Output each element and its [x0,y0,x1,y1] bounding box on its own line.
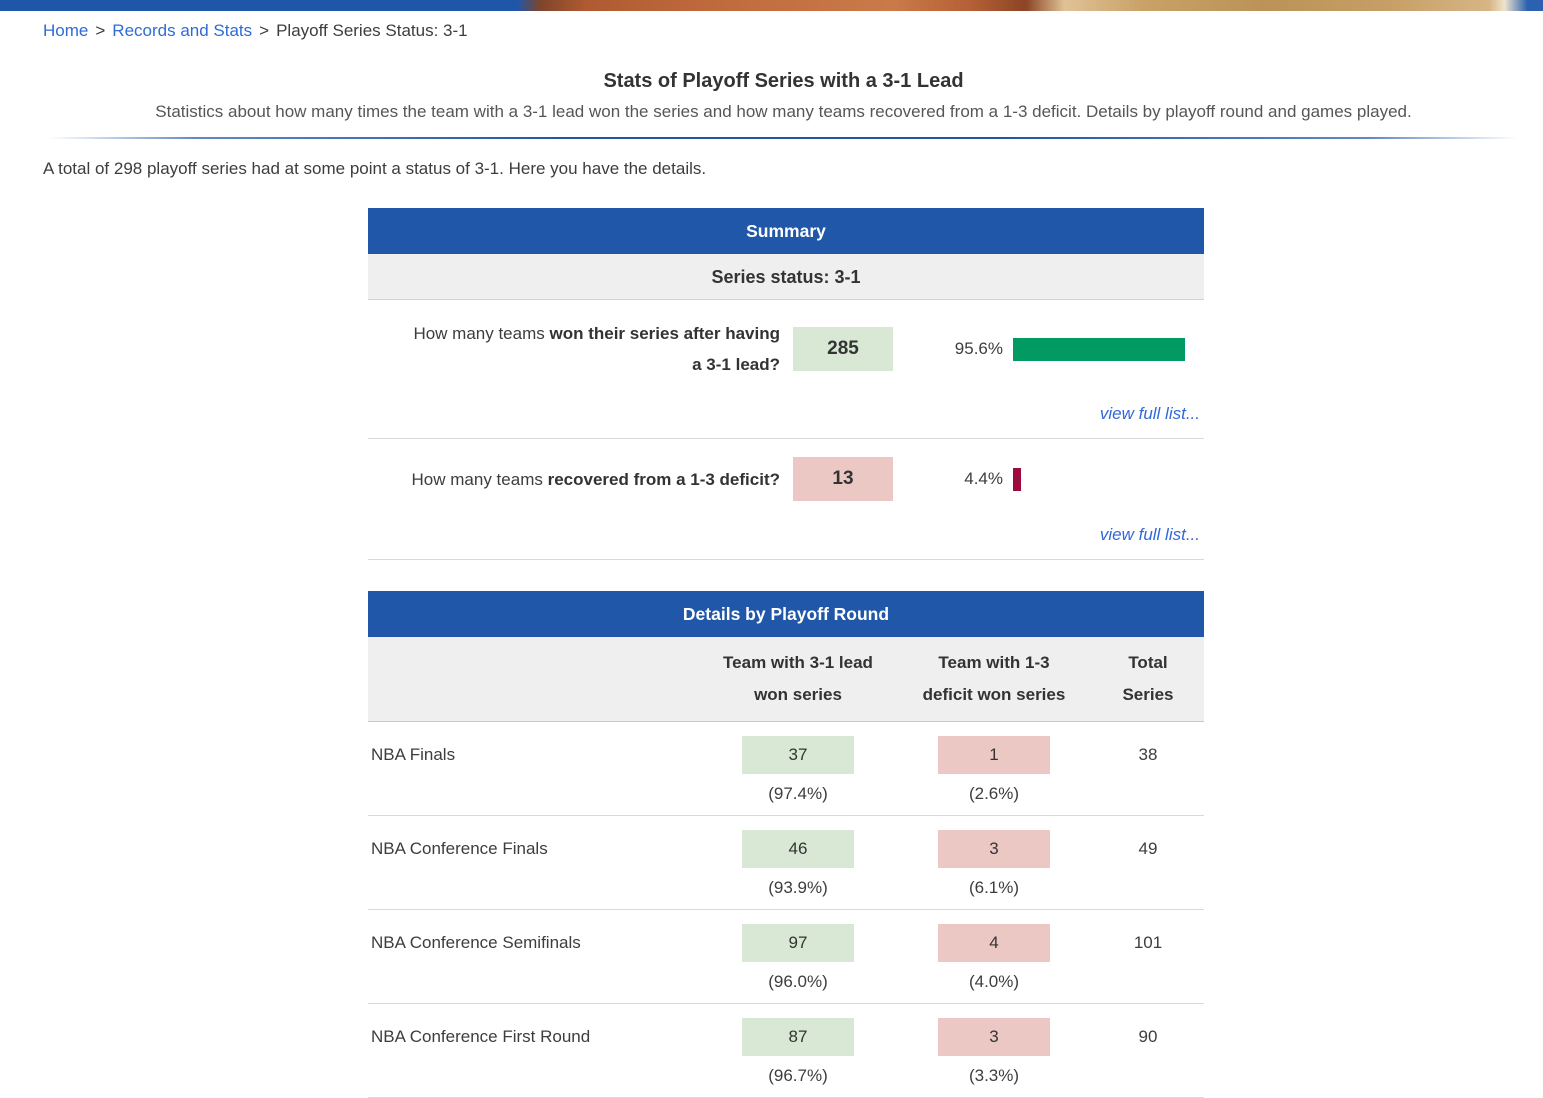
summary-row-won-series: How many teams won their series after ha… [368,300,1204,439]
summary-question-recovered-bold: recovered from a 1-3 deficit? [547,469,780,489]
breadcrumb: Home > Records and Stats > Playoff Series St… [43,19,1524,43]
won-count: 46 [742,830,854,868]
view-full-list-link-recovered[interactable]: view full list... [1099,525,1200,544]
won-percent: (96.0%) [768,972,828,991]
won-percent: (97.4%) [768,784,828,803]
table-row-conference-first-round: NBA Conference First Round 87 (96.7%) 3 … [368,1004,1204,1098]
page-title: Stats of Playoff Series with a 3-1 Lead [603,70,964,92]
lost-cell: 3 (6.1%) [896,830,1092,899]
breadcrumb-link-records-and-stats[interactable]: Records and Stats [112,21,253,40]
column-header-deficit-won: Team with 1-3 deficit won series [896,647,1092,711]
summary-percent-recovered: 4.4% [964,469,1003,488]
lost-percent: (6.1%) [968,878,1020,897]
total-series: 90 [1138,1027,1158,1046]
won-count: 87 [742,1018,854,1056]
round-label: NBA Conference First Round [371,1027,591,1046]
details-column-headers: Team with 3-1 lead won series Team with … [368,637,1204,722]
summary-row-recovered: How many teams recovered from a 1-3 defi… [368,439,1204,560]
column-header-won-series: Team with 3-1 lead won series [700,647,896,711]
summary-question-won-bold: won their series after having a 3-1 lead… [549,324,780,374]
summary-percent-won: 95.6% [954,339,1003,358]
summary-bar-recovered [1013,467,1021,491]
column-header-deficit-won-label: Team with 1-3 deficit won series [922,653,1066,704]
won-percent: (96.7%) [768,1066,828,1085]
details-table: Details by Playoff Round Team with 3-1 l… [368,591,1204,1098]
intro-text: A total of 298 playoff series had at som… [43,159,707,178]
won-cell: 87 (96.7%) [700,1018,896,1087]
lost-cell: 4 (4.0%) [896,924,1092,993]
summary-question-won: How many teams won their series after ha… [368,318,780,380]
summary-table-title: Summary [368,208,1204,254]
summary-series-status: Series status: 3-1 [368,254,1204,300]
breadcrumb-link-home[interactable]: Home [43,21,89,40]
breadcrumb-separator: > [95,21,106,40]
column-header-total-series: Total Series [1092,647,1204,711]
lost-cell: 1 (2.6%) [896,736,1092,805]
won-count: 37 [742,736,854,774]
breadcrumb-separator: > [259,21,270,40]
summary-question-recovered-normal: How many teams [411,469,548,489]
table-row-nba-finals: NBA Finals 37 (97.4%) 1 (2.6%) 38 [368,722,1204,816]
lost-cell: 3 (3.3%) [896,1018,1092,1087]
summary-value-recovered: 13 [793,457,893,501]
won-count: 97 [742,924,854,962]
table-row-conference-semifinals: NBA Conference Semifinals 97 (96.0%) 4 (… [368,910,1204,1004]
summary-bar-won [1013,337,1186,361]
column-header-won-series-label: Team with 3-1 lead won series [723,653,873,704]
total-series: 101 [1133,933,1163,952]
won-percent: (93.9%) [768,878,828,897]
round-label: NBA Conference Finals [371,839,548,858]
lost-count: 3 [938,1018,1050,1056]
column-header-total-series-label: Total Series [1122,653,1174,704]
column-header-empty [368,647,700,711]
lost-count: 4 [938,924,1050,962]
won-cell: 46 (93.9%) [700,830,896,899]
total-series: 38 [1138,745,1158,764]
lost-percent: (3.3%) [968,1066,1020,1085]
table-row-conference-finals: NBA Conference Finals 46 (93.9%) 3 (6.1%… [368,816,1204,910]
round-label: NBA Finals [371,745,456,764]
page-content: Home > Records and Stats > Playoff Series St… [43,19,1524,1098]
lost-percent: (2.6%) [968,784,1020,803]
lost-count: 3 [938,830,1050,868]
view-full-list-link-won[interactable]: view full list... [1099,404,1200,423]
won-cell: 37 (97.4%) [700,736,896,805]
round-label: NBA Conference Semifinals [371,933,581,952]
won-cell: 97 (96.0%) [700,924,896,993]
summary-question-won-normal: How many teams [413,324,550,343]
lost-percent: (4.0%) [968,972,1020,991]
lost-count: 1 [938,736,1050,774]
breadcrumb-current-page: Playoff Series Status: 3-1 [276,21,468,40]
section-divider [49,137,1518,139]
page-subtitle: Statistics about how many times the team… [155,102,1412,121]
summary-question-recovered: How many teams recovered from a 1-3 defi… [368,464,780,495]
summary-table: Summary Series status: 3-1 How many team… [368,208,1204,560]
details-table-title: Details by Playoff Round [368,591,1204,637]
total-series: 49 [1138,839,1158,858]
summary-value-won: 285 [793,327,893,371]
header-banner-image [0,0,1543,11]
